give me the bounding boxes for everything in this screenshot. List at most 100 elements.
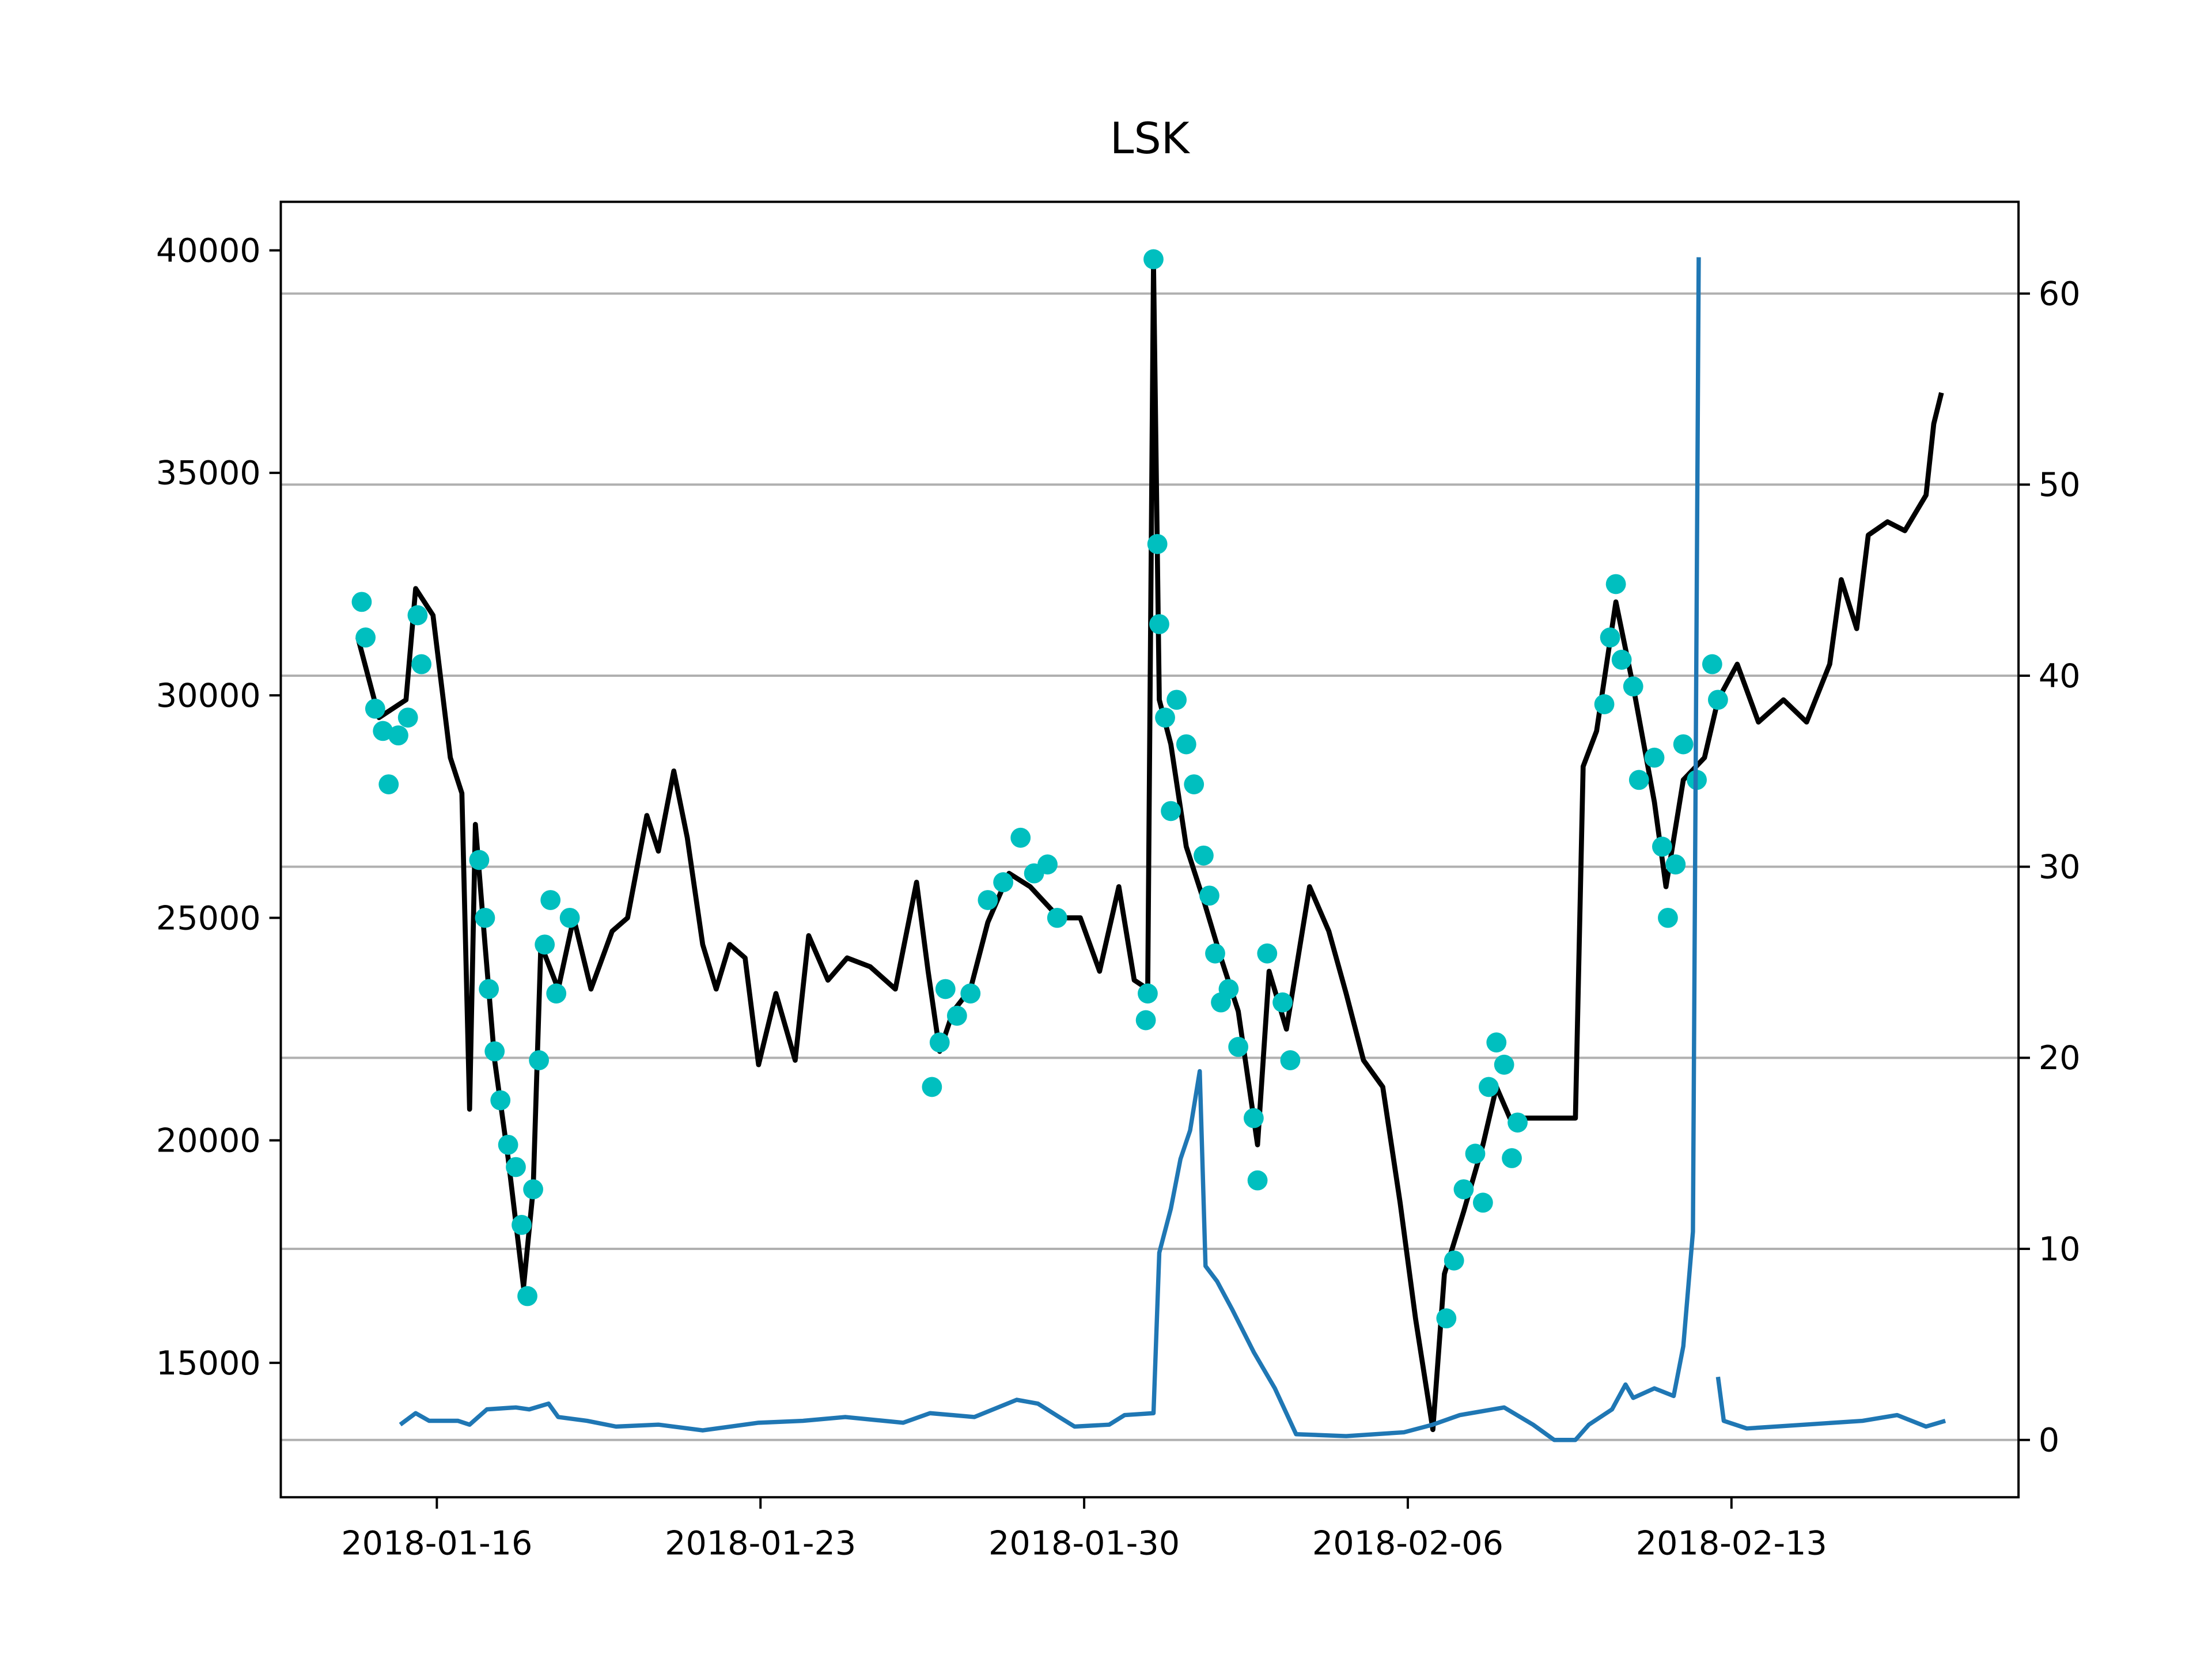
data-point bbox=[1138, 983, 1158, 1004]
x-tick-label: 2018-01-16 bbox=[341, 1525, 532, 1563]
data-point bbox=[1673, 734, 1694, 755]
y2-tick-label: 10 bbox=[2039, 1230, 2081, 1268]
data-point bbox=[1205, 943, 1225, 964]
y2-tick-label: 40 bbox=[2039, 657, 2081, 695]
data-point bbox=[1658, 907, 1678, 928]
data-point bbox=[407, 605, 428, 626]
data-point bbox=[1155, 707, 1175, 728]
data-point bbox=[978, 890, 998, 910]
data-point bbox=[1708, 690, 1728, 710]
data-point bbox=[1628, 770, 1649, 790]
data-point bbox=[1494, 1054, 1514, 1075]
data-point bbox=[960, 983, 981, 1004]
data-point bbox=[1161, 801, 1181, 821]
data-point bbox=[929, 1032, 950, 1053]
data-point bbox=[922, 1077, 942, 1097]
x-tick-label: 2018-02-06 bbox=[1312, 1525, 1503, 1563]
y2-tick-label: 0 bbox=[2039, 1422, 2059, 1460]
y-tick-label: 30000 bbox=[156, 677, 261, 715]
data-point bbox=[535, 934, 555, 955]
data-point bbox=[1479, 1077, 1499, 1097]
plot-area bbox=[351, 249, 1946, 1442]
data-point bbox=[1465, 1143, 1486, 1164]
data-point bbox=[498, 1134, 518, 1155]
data-point bbox=[506, 1157, 526, 1177]
data-line bbox=[1715, 1376, 1946, 1431]
data-point bbox=[1243, 1108, 1264, 1128]
data-point bbox=[529, 1050, 550, 1070]
data-point bbox=[1644, 747, 1665, 768]
y2-tick-label: 20 bbox=[2039, 1039, 2081, 1077]
data-point bbox=[373, 721, 393, 741]
data-point bbox=[1594, 694, 1615, 714]
y-tick-label: 40000 bbox=[156, 232, 261, 270]
data-point bbox=[1453, 1179, 1474, 1200]
data-point bbox=[1143, 249, 1164, 270]
data-point bbox=[1037, 854, 1058, 875]
data-point bbox=[1444, 1250, 1464, 1271]
data-point bbox=[1149, 614, 1169, 634]
x-tick-label: 2018-01-23 bbox=[665, 1525, 856, 1563]
data-point bbox=[1665, 854, 1686, 875]
data-point bbox=[388, 725, 408, 746]
data-point bbox=[1135, 1010, 1156, 1031]
data-point bbox=[1472, 1192, 1493, 1213]
y-tick-label: 35000 bbox=[156, 454, 261, 493]
y-tick-label: 25000 bbox=[156, 899, 261, 937]
y2-tick-label: 50 bbox=[2039, 466, 2081, 504]
data-point bbox=[1228, 1037, 1249, 1057]
data-point bbox=[490, 1090, 511, 1111]
data-point bbox=[1194, 845, 1214, 866]
data-point bbox=[1147, 534, 1168, 554]
data-point bbox=[475, 907, 495, 928]
data-point bbox=[1486, 1032, 1507, 1053]
data-point bbox=[523, 1179, 543, 1200]
data-point bbox=[355, 627, 376, 648]
data-point bbox=[351, 592, 372, 612]
data-point bbox=[517, 1286, 537, 1306]
data-point bbox=[1184, 774, 1205, 795]
data-point bbox=[469, 850, 490, 870]
axes: 15000 20000 25000 30000 35000 40000 0 10 20 30 40 5… bbox=[156, 232, 2081, 1562]
data-point bbox=[1623, 676, 1643, 697]
data-point bbox=[1247, 1170, 1268, 1191]
axes-frame bbox=[279, 200, 2020, 1499]
data-point bbox=[397, 707, 418, 728]
data-point bbox=[993, 872, 1014, 892]
y2-tick-label: 60 bbox=[2039, 275, 2081, 313]
data-point bbox=[1652, 836, 1672, 857]
data-point bbox=[1047, 907, 1067, 928]
x-tick-label: 2018-01-30 bbox=[988, 1525, 1180, 1563]
data-point bbox=[1280, 1050, 1301, 1070]
y2-tick-label: 30 bbox=[2039, 849, 2081, 887]
y-tick-label: 15000 bbox=[156, 1344, 261, 1382]
y-tick-label: 20000 bbox=[156, 1122, 261, 1160]
data-point bbox=[1166, 690, 1187, 710]
data-point bbox=[546, 983, 567, 1004]
data-point bbox=[1218, 979, 1239, 999]
data-point bbox=[1611, 649, 1632, 670]
data-point bbox=[1176, 734, 1196, 755]
data-point bbox=[365, 698, 385, 719]
data-point bbox=[1199, 885, 1219, 906]
data-point bbox=[559, 907, 580, 928]
data-point bbox=[378, 774, 399, 795]
data-point bbox=[1702, 654, 1722, 675]
data-point bbox=[540, 890, 561, 910]
data-point bbox=[1010, 827, 1031, 848]
x-tick-label: 2018-02-13 bbox=[1636, 1525, 1827, 1563]
data-point bbox=[1272, 992, 1293, 1013]
data-point bbox=[946, 1005, 967, 1026]
data-point bbox=[1257, 943, 1278, 964]
data-point bbox=[479, 979, 499, 999]
data-point bbox=[411, 654, 431, 675]
data-point bbox=[484, 1041, 505, 1062]
data-point bbox=[1605, 574, 1626, 594]
data-point bbox=[935, 979, 956, 999]
data-point bbox=[1502, 1148, 1522, 1168]
data-line bbox=[399, 257, 1701, 1442]
data-point bbox=[1436, 1308, 1457, 1329]
